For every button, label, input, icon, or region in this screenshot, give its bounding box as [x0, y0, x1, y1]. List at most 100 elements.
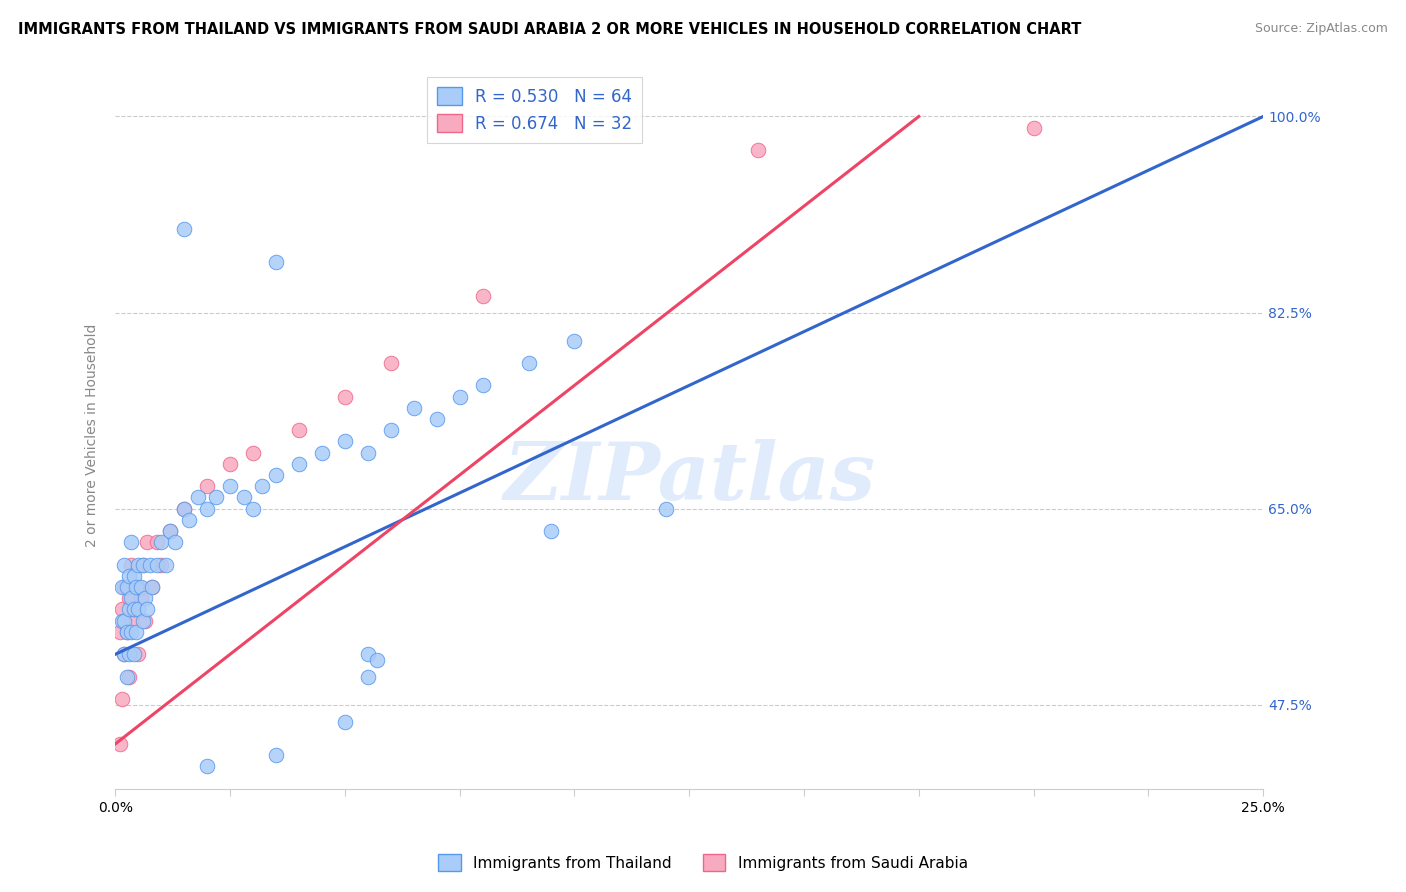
- Point: [115, 624, 138, 639]
- Point: [264, 255, 287, 269]
- Point: [120, 624, 142, 639]
- Point: [114, 558, 136, 572]
- Point: [195, 759, 218, 773]
- Point: [311, 445, 333, 459]
- Point: [118, 602, 141, 616]
- Point: [136, 602, 159, 616]
- Point: [333, 434, 356, 449]
- Point: [127, 648, 149, 662]
- Point: [120, 558, 142, 572]
- Point: [1022, 120, 1045, 135]
- Point: [134, 614, 156, 628]
- Point: [125, 624, 148, 639]
- Point: [141, 580, 163, 594]
- Point: [655, 501, 678, 516]
- Point: [195, 501, 218, 516]
- Point: [129, 580, 152, 594]
- Point: [108, 737, 131, 751]
- Point: [288, 423, 311, 437]
- Point: [195, 479, 218, 493]
- Point: [111, 614, 134, 628]
- Point: [333, 390, 356, 404]
- Point: [114, 648, 136, 662]
- Point: [120, 591, 142, 606]
- Point: [426, 412, 449, 426]
- Point: [159, 524, 181, 538]
- Legend: R = 0.530   N = 64, R = 0.674   N = 32: R = 0.530 N = 64, R = 0.674 N = 32: [426, 77, 643, 143]
- Point: [155, 558, 177, 572]
- Point: [173, 501, 195, 516]
- Point: [111, 580, 134, 594]
- Point: [205, 491, 228, 505]
- Point: [127, 580, 149, 594]
- Point: [114, 648, 136, 662]
- Point: [118, 591, 141, 606]
- Point: [232, 491, 254, 505]
- Legend: Immigrants from Thailand, Immigrants from Saudi Arabia: Immigrants from Thailand, Immigrants fro…: [432, 848, 974, 877]
- Text: Source: ZipAtlas.com: Source: ZipAtlas.com: [1254, 22, 1388, 36]
- Point: [219, 479, 242, 493]
- Point: [120, 535, 142, 549]
- Point: [127, 558, 149, 572]
- Point: [150, 535, 173, 549]
- Point: [163, 535, 186, 549]
- Point: [159, 524, 181, 538]
- Point: [125, 580, 148, 594]
- Point: [120, 614, 142, 628]
- Point: [122, 569, 145, 583]
- Point: [471, 289, 494, 303]
- Point: [449, 390, 471, 404]
- Point: [380, 423, 402, 437]
- Point: [540, 524, 562, 538]
- Point: [288, 457, 311, 471]
- Point: [132, 558, 155, 572]
- Point: [111, 602, 134, 616]
- Point: [219, 457, 242, 471]
- Point: [111, 692, 134, 706]
- Point: [747, 143, 769, 157]
- Y-axis label: 2 or more Vehicles in Household: 2 or more Vehicles in Household: [86, 324, 100, 548]
- Point: [173, 501, 195, 516]
- Text: ZIPatlas: ZIPatlas: [503, 440, 876, 516]
- Point: [122, 602, 145, 616]
- Point: [357, 670, 380, 684]
- Point: [471, 378, 494, 392]
- Point: [141, 580, 163, 594]
- Point: [122, 602, 145, 616]
- Point: [250, 479, 273, 493]
- Point: [366, 653, 388, 667]
- Point: [564, 334, 586, 348]
- Point: [517, 356, 540, 370]
- Point: [115, 624, 138, 639]
- Point: [150, 558, 173, 572]
- Point: [127, 602, 149, 616]
- Text: IMMIGRANTS FROM THAILAND VS IMMIGRANTS FROM SAUDI ARABIA 2 OR MORE VEHICLES IN H: IMMIGRANTS FROM THAILAND VS IMMIGRANTS F…: [18, 22, 1081, 37]
- Point: [357, 648, 380, 662]
- Point: [402, 401, 425, 415]
- Point: [242, 445, 264, 459]
- Point: [173, 221, 195, 235]
- Point: [132, 614, 155, 628]
- Point: [118, 670, 141, 684]
- Point: [380, 356, 402, 370]
- Point: [242, 501, 264, 516]
- Point: [138, 558, 160, 572]
- Point: [115, 670, 138, 684]
- Point: [134, 591, 156, 606]
- Point: [333, 714, 356, 729]
- Point: [177, 513, 200, 527]
- Point: [129, 591, 152, 606]
- Point: [264, 748, 287, 763]
- Point: [187, 491, 209, 505]
- Point: [264, 468, 287, 483]
- Point: [118, 648, 141, 662]
- Point: [145, 535, 167, 549]
- Point: [132, 558, 155, 572]
- Point: [114, 614, 136, 628]
- Point: [115, 580, 138, 594]
- Point: [357, 445, 380, 459]
- Point: [114, 580, 136, 594]
- Point: [122, 648, 145, 662]
- Point: [136, 535, 159, 549]
- Point: [118, 569, 141, 583]
